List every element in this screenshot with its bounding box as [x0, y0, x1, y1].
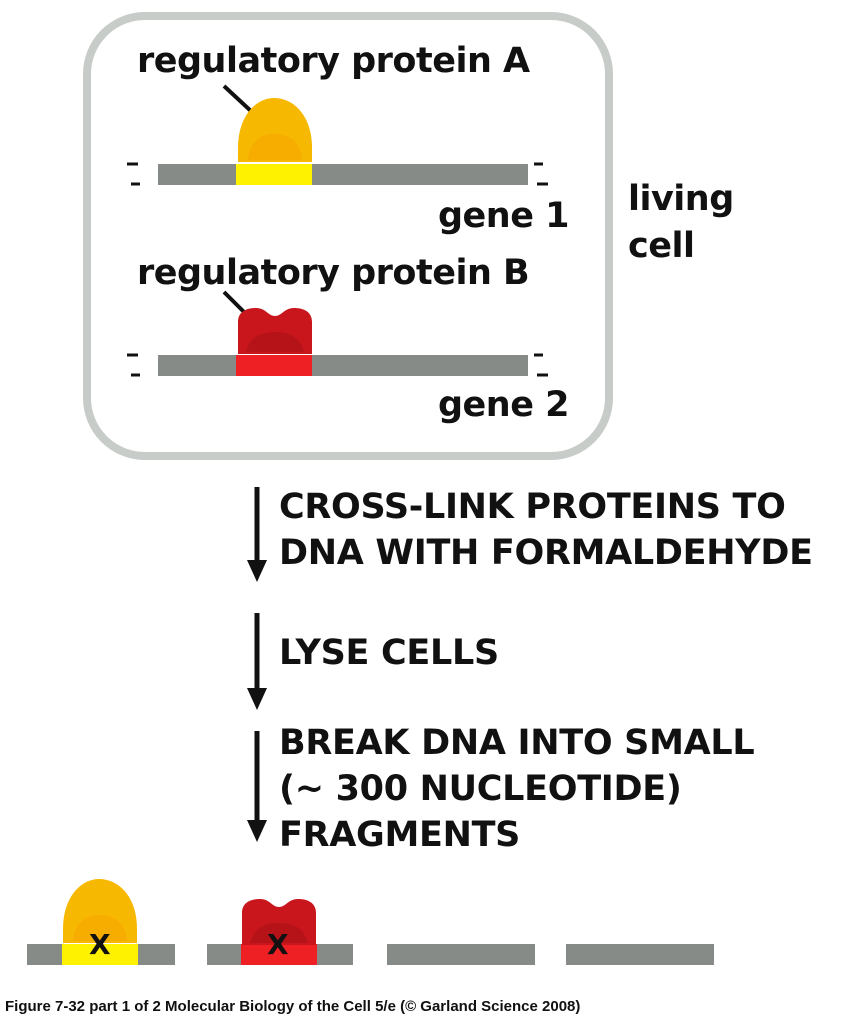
dna-fragment-unbound-2	[566, 944, 714, 965]
living-cell-boundary	[83, 12, 613, 460]
protein-b-icon	[238, 308, 312, 354]
arrow-down-icon-3	[247, 731, 267, 842]
crosslink-mark-a: X	[89, 928, 111, 961]
living-cell-label: living cell	[628, 179, 734, 266]
protein-b-fragment-icon	[242, 899, 316, 945]
dna-fragment-protein-a	[27, 944, 175, 965]
protein-a-label: regulatory protein A	[137, 41, 530, 81]
gene1-dna-strand	[127, 162, 548, 186]
figure-caption: Figure 7-32 part 1 of 2 Molecular Biolog…	[5, 998, 581, 1015]
gene1-dna	[127, 160, 567, 190]
step-crosslink: CROSS-LINK PROTEINS TO DNA WITH FORMALDE…	[279, 487, 813, 573]
dna-fragment-unbound-1	[387, 944, 535, 965]
gene2-label: gene 2	[438, 385, 569, 425]
protein-a-binding-site	[62, 944, 138, 965]
step-lyse: LYSE CELLS	[279, 633, 499, 673]
gene2-dna	[127, 351, 567, 381]
protein-b-binding-site	[241, 944, 317, 965]
arrow-down-icon-2	[247, 613, 267, 710]
gene2-dna-strand	[127, 353, 548, 377]
dna-fragment-protein-b	[207, 944, 353, 965]
step-break-dna: BREAK DNA INTO SMALL (~ 300 NUCLEOTIDE) …	[279, 723, 755, 855]
arrow-down-icon-1	[247, 487, 267, 582]
protein-a-icon	[238, 98, 312, 162]
protein-b-label: regulatory protein B	[137, 253, 530, 293]
crosslink-mark-b: X	[267, 928, 289, 961]
gene1-label: gene 1	[438, 196, 569, 236]
protein-a-fragment-icon	[63, 879, 137, 943]
